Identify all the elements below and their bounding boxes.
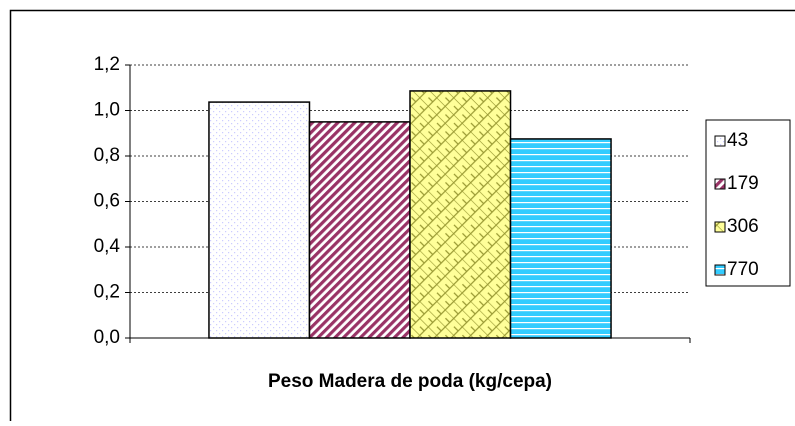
y-tick-label: 0,4: [94, 236, 121, 257]
y-tick-label: 0,8: [94, 145, 120, 166]
y-tick-label: 0,0: [94, 327, 120, 348]
y-tick-label: 0,2: [94, 282, 120, 303]
bar: [410, 91, 511, 338]
bar: [309, 122, 410, 338]
legend-swatch: [715, 222, 725, 232]
legend-label: 43: [727, 130, 748, 151]
legend-label: 306: [727, 216, 759, 237]
y-tick-label: 0,6: [94, 191, 120, 212]
legend-label: 179: [727, 173, 759, 194]
x-axis-label: Peso Madera de poda (kg/cepa): [268, 371, 552, 392]
y-tick-label: 1,0: [94, 100, 120, 121]
bar: [209, 102, 310, 338]
legend-swatch: [715, 136, 725, 146]
y-tick-label: 1,2: [94, 54, 120, 75]
legend-swatch: [715, 179, 725, 189]
legend-label: 770: [727, 259, 759, 280]
bar: [511, 139, 612, 338]
legend-swatch: [715, 265, 725, 275]
